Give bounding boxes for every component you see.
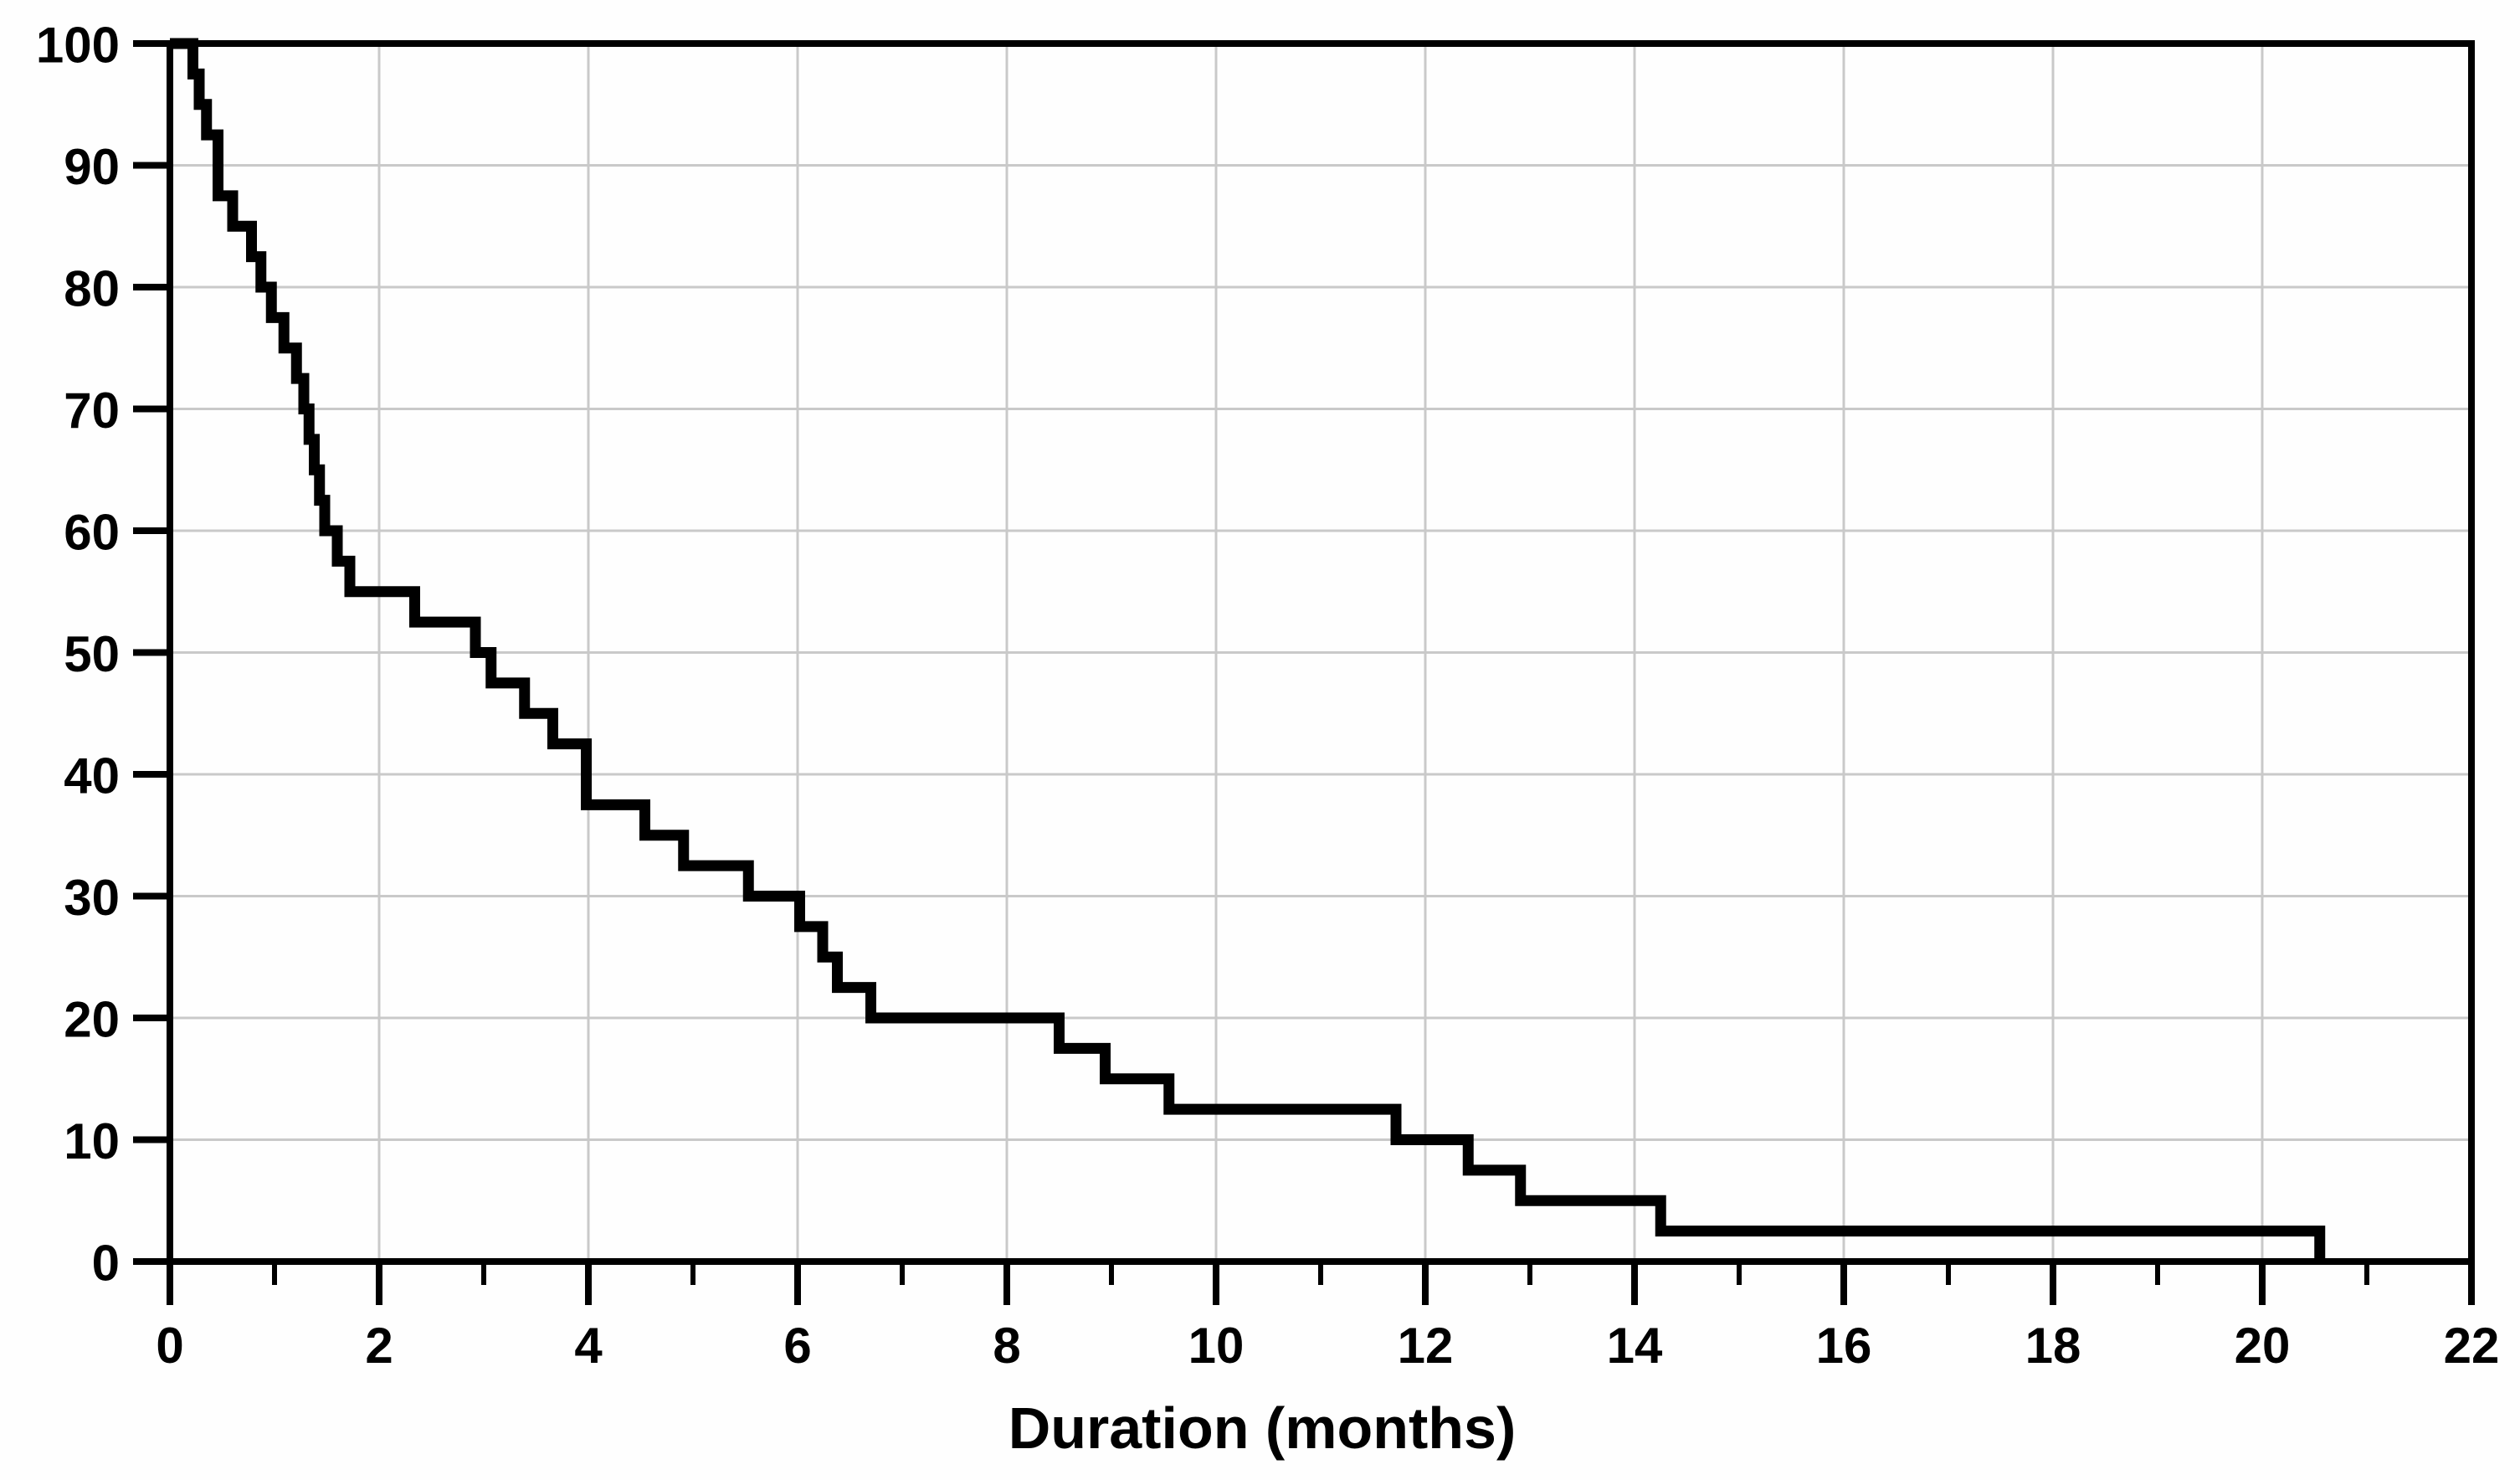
axis-labels: 0 2 4 6 8 10 12 14 16 18 20 22 0 10 20 30 40 50 60 70 80 90 10… — [36, 18, 2499, 1375]
x-tick-label: 20 — [2235, 1318, 2291, 1374]
x-tick-label: 6 — [783, 1318, 811, 1374]
x-tick-label: 2 — [365, 1318, 393, 1374]
survival-curve — [170, 38, 2326, 1262]
y-tick-label: 60 — [64, 505, 120, 561]
survival-curve-layer — [170, 38, 2326, 1262]
x-tick-label: 4 — [574, 1318, 603, 1374]
x-tick-label: 18 — [2025, 1318, 2081, 1374]
y-tick-label: 40 — [64, 748, 120, 804]
y-tick-label: 90 — [64, 139, 120, 195]
axis-ticks — [133, 40, 2475, 1305]
y-tick-label: 70 — [64, 383, 120, 439]
x-tick-label: 16 — [1816, 1318, 1872, 1374]
y-tick-label: 100 — [36, 18, 120, 74]
y-tick-label: 10 — [64, 1113, 120, 1169]
x-tick-label: 14 — [1607, 1318, 1663, 1374]
y-tick-label: 80 — [64, 261, 120, 317]
x-tick-label: 0 — [156, 1318, 183, 1374]
x-tick-label: 12 — [1398, 1318, 1454, 1374]
y-tick-label: 30 — [64, 870, 120, 926]
y-tick-label: 50 — [64, 626, 120, 682]
x-tick-label: 10 — [1188, 1318, 1245, 1374]
y-tick-label: 20 — [64, 992, 120, 1048]
x-tick-label: 22 — [2444, 1318, 2500, 1374]
y-tick-label: 0 — [92, 1236, 120, 1292]
x-axis-title: Duration (months) — [1009, 1395, 1517, 1461]
gridlines — [170, 44, 2471, 1262]
x-tick-label: 8 — [993, 1318, 1020, 1374]
